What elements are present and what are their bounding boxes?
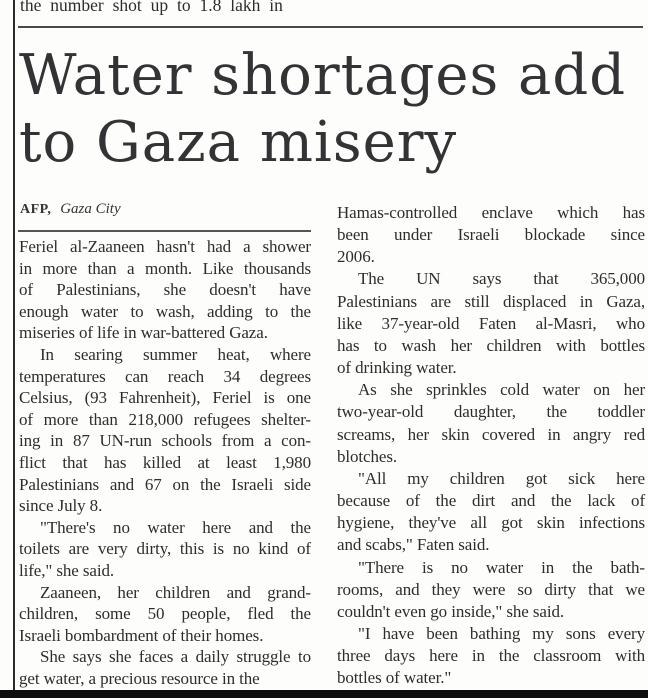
article-column-left: Feriel al-Zaaneen hasn't had a shower in … [19,236,311,689]
paragraph: Zaaneen, her children and grand-children… [19,582,311,647]
paragraph: "I have been bathing my sons every three … [337,623,645,689]
article-line: children, some 50 people, fled the [19,604,311,624]
byline-rule [18,230,311,232]
byline-agency: AFP, [20,202,52,217]
article-line: bottles of water." [337,668,452,688]
article-line: of Palestinians, she doesn't have [19,280,311,300]
article-line: As she sprinkles cold water on her [358,380,645,400]
article-line: enough water to wash, adding to the [19,301,311,321]
article-line: Palestinians are still displaced in Gaza… [337,291,645,311]
article-line: has to wash her children with bottles [337,335,645,355]
article-line: since July 8. [19,496,103,516]
article-line: hygiene, they've all got skin infections [337,513,645,533]
article-line: in more than a month. Like thousands [19,258,311,278]
article-line: Zaaneen, her children and grand- [40,582,311,602]
article-headline: Water shortages add to Gaza misery [19,43,627,175]
paragraph: "All my children got sick here because of… [337,468,645,557]
article-line: Celsius, (93 Fahrenheit), Feriel is one [19,388,311,408]
article-line: three days here in the classroom with [337,646,645,666]
paragraph: In searing summer heat, where temperature… [19,344,311,517]
article-line: "There's no water here and the [40,517,311,537]
paragraph: She says she faces a daily struggle to ge… [19,646,311,689]
article-line: ing in 87 UN-run schools from a con- [19,431,311,451]
article-line: "All my children got sick here [358,468,645,488]
article-line: of more than 218,000 refugees shelter- [19,409,311,429]
paragraph: "There's no water here and the toilets ar… [19,517,311,582]
article-line: miseries of life in war-battered Gaza. [19,323,268,343]
paragraph: Hamas-controlled enclave which has been u… [337,202,645,268]
article-line: screams, her skin covered in angry red [337,424,645,444]
article-top-rule [18,26,643,28]
paragraph: The UN says that 365,000 Palestinians are… [337,268,645,379]
article-line: two-year-old daughter, the toddler [337,402,645,422]
article-line: The UN says that 365,000 [358,269,645,289]
article-line: been under Israeli blockade since [337,225,645,245]
byline-location: Gaza City [60,201,121,217]
article-column-right: Hamas-controlled enclave which has been u… [337,202,645,689]
screenshot-bottom-bar [0,690,648,698]
paragraph: Feriel al-Zaaneen hasn't had a shower in … [19,236,311,344]
article-line: and scabs," Faten said. [337,535,490,555]
paragraph: As she sprinkles cold water on her two-ye… [337,379,645,468]
column-border-rule [13,0,15,691]
article-line: rooms, and they were so dirty that we [337,579,645,599]
article-line: In searing summer heat, where [40,344,311,364]
article-line: like 37-year-old Faten al-Masri, who [337,313,645,333]
article-line: toilets are very dirty, this is no kind … [19,539,311,559]
article-line: flict that has killed at least 1,980 [19,452,311,472]
previous-article-snippet: the number shot up to 1.8 lakh in [20,0,283,15]
article-line: of drinking water. [337,358,457,378]
article-line: life," she said. [19,560,115,580]
article-line: couldn't even go inside," she said. [337,601,564,621]
article-line: 2006. [337,247,375,267]
article-line: blotches. [337,446,398,466]
article-line: get water, a precious resource in the [19,668,260,688]
article-line: Hamas-controlled enclave which has [337,203,645,222]
article-line: She says she faces a daily struggle to [40,647,311,667]
article-line: Feriel al-Zaaneen hasn't had a shower [19,237,311,256]
article-line: Palestinians and 67 on the Israeli side [19,474,311,494]
article-line: because of the dirt and the lack of [337,491,645,511]
article-line: "There is no water in the bath- [358,557,645,577]
paragraph: "There is no water in the bath-rooms, an… [337,557,645,623]
article-line: "I have been bathing my sons every [358,623,645,643]
byline: AFP, Gaza City [20,201,312,218]
article-line: Israeli bombardment of their homes. [19,625,264,645]
article-line: temperatures can reach 34 degrees [19,366,311,386]
